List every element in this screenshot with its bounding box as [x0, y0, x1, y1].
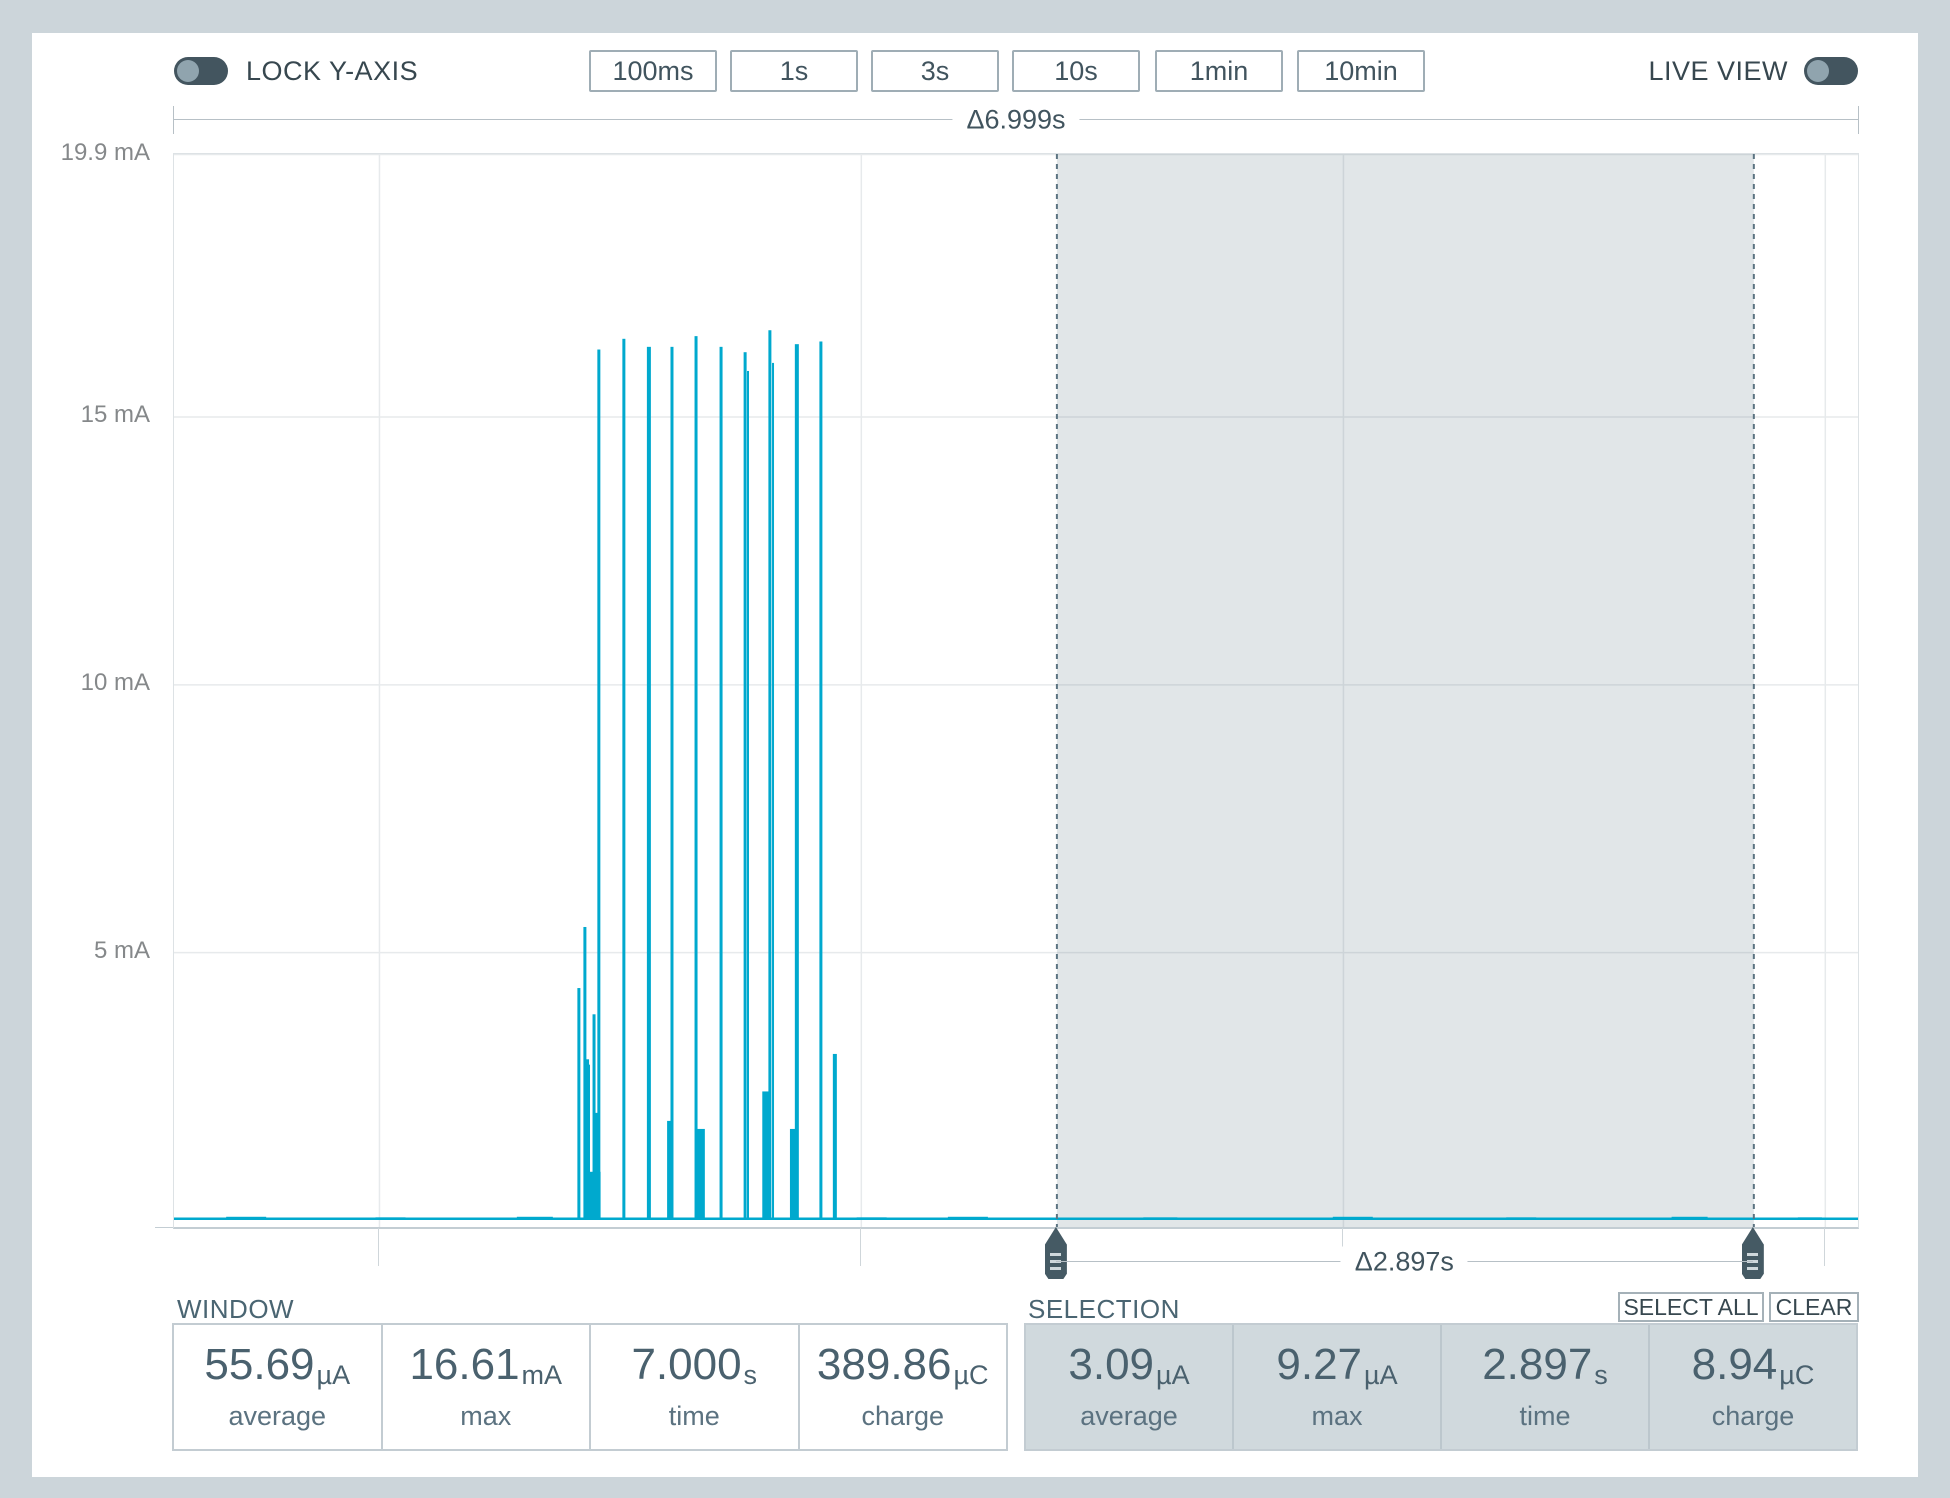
chart-plot-area[interactable] [173, 153, 1859, 1229]
stat-label: max [1311, 1401, 1363, 1431]
time-range-button-100ms[interactable]: 100ms [589, 50, 717, 92]
stat-label: max [460, 1401, 512, 1431]
select-all-button[interactable]: SELECT ALL [1618, 1292, 1764, 1322]
profiler-card [32, 33, 1918, 1477]
window-stat-max: 16.61mA max [380, 1325, 590, 1449]
time-range-button-1s[interactable]: 1s [730, 50, 858, 92]
stat-value: 3.09µA [1068, 1340, 1190, 1391]
time-range-button-3s[interactable]: 3s [871, 50, 999, 92]
window-delta-bracket: Δ6.999s [173, 104, 1859, 136]
lock-y-axis-label: LOCK Y-AXIS [246, 56, 419, 86]
selection-stats-box: 3.09µA average 9.27µA max 2.897s time 8.94µC ch… [1024, 1323, 1858, 1451]
x-axis-tick [377, 1228, 379, 1266]
grip-icon [1050, 1253, 1062, 1256]
window-stats-box: 55.69µA average 16.61mA max 7.000s time 389.86… [172, 1323, 1008, 1451]
selection-panel-title: SELECTION [1028, 1294, 1180, 1324]
window-delta-label: Δ6.999s [952, 104, 1080, 136]
window-panel-title: WINDOW [177, 1294, 295, 1324]
grip-icon [1747, 1253, 1759, 1256]
grip-icon [1747, 1260, 1759, 1263]
current-chart [174, 154, 1858, 1227]
stat-label: time [1519, 1401, 1571, 1431]
selection-stat-charge: 8.94µC charge [1648, 1325, 1856, 1449]
selection-stat-max: 9.27µA max [1232, 1325, 1440, 1449]
y-axis-label: 15 mA [80, 401, 150, 429]
grip-icon [1747, 1267, 1759, 1270]
stat-value: 9.27µA [1276, 1340, 1398, 1391]
y-axis-label: 19.9 mA [60, 139, 150, 166]
stat-value: 7.000s [631, 1340, 758, 1391]
stat-label: charge [1711, 1401, 1795, 1431]
bracket-tick-right [1858, 106, 1859, 134]
stat-label: time [668, 1401, 720, 1431]
time-range-button-1min[interactable]: 1min [1155, 50, 1283, 92]
x-axis-tick [1823, 1228, 1825, 1266]
live-view-label: LIVE VIEW [1648, 56, 1788, 86]
live-view-toggle[interactable] [1804, 57, 1858, 85]
y-axis-label: 10 mA [80, 669, 150, 697]
selection-delta-label: Δ2.897s [1340, 1246, 1468, 1278]
time-range-button-10s[interactable]: 10s [1012, 50, 1140, 92]
clear-button[interactable]: CLEAR [1769, 1292, 1859, 1322]
time-range-button-10min[interactable]: 10min [1297, 50, 1425, 92]
stat-label: average [1080, 1401, 1178, 1431]
lock-y-axis-toggle[interactable] [174, 57, 228, 85]
stat-value: 2.897s [1482, 1340, 1608, 1391]
stat-value: 55.69µA [204, 1340, 351, 1391]
toggle-knob-icon [1807, 60, 1829, 82]
window-stat-charge: 389.86µC charge [797, 1325, 1007, 1449]
selection-marker-right[interactable] [1741, 1227, 1764, 1279]
selection-stat-average: 3.09µA average [1026, 1325, 1232, 1449]
stat-value: 389.86µC [816, 1340, 989, 1391]
window-stat-average: 55.69µA average [174, 1325, 381, 1449]
selection-delta-bracket: Δ2.897s [1055, 1246, 1753, 1278]
y-axis-label: 5 mA [93, 937, 150, 965]
window-stat-time: 7.000s time [589, 1325, 798, 1449]
stat-value: 8.94µC [1691, 1340, 1815, 1391]
selection-stat-time: 2.897s time [1440, 1325, 1648, 1449]
bracket-tick-left [173, 106, 174, 134]
grip-icon [1050, 1267, 1062, 1270]
toggle-knob-icon [177, 60, 199, 82]
stat-value: 16.61mA [409, 1340, 563, 1391]
stat-label: charge [861, 1401, 945, 1431]
x-axis-tick [859, 1228, 861, 1266]
stat-label: average [228, 1401, 327, 1431]
x-axis-origin-tick [155, 1227, 173, 1228]
